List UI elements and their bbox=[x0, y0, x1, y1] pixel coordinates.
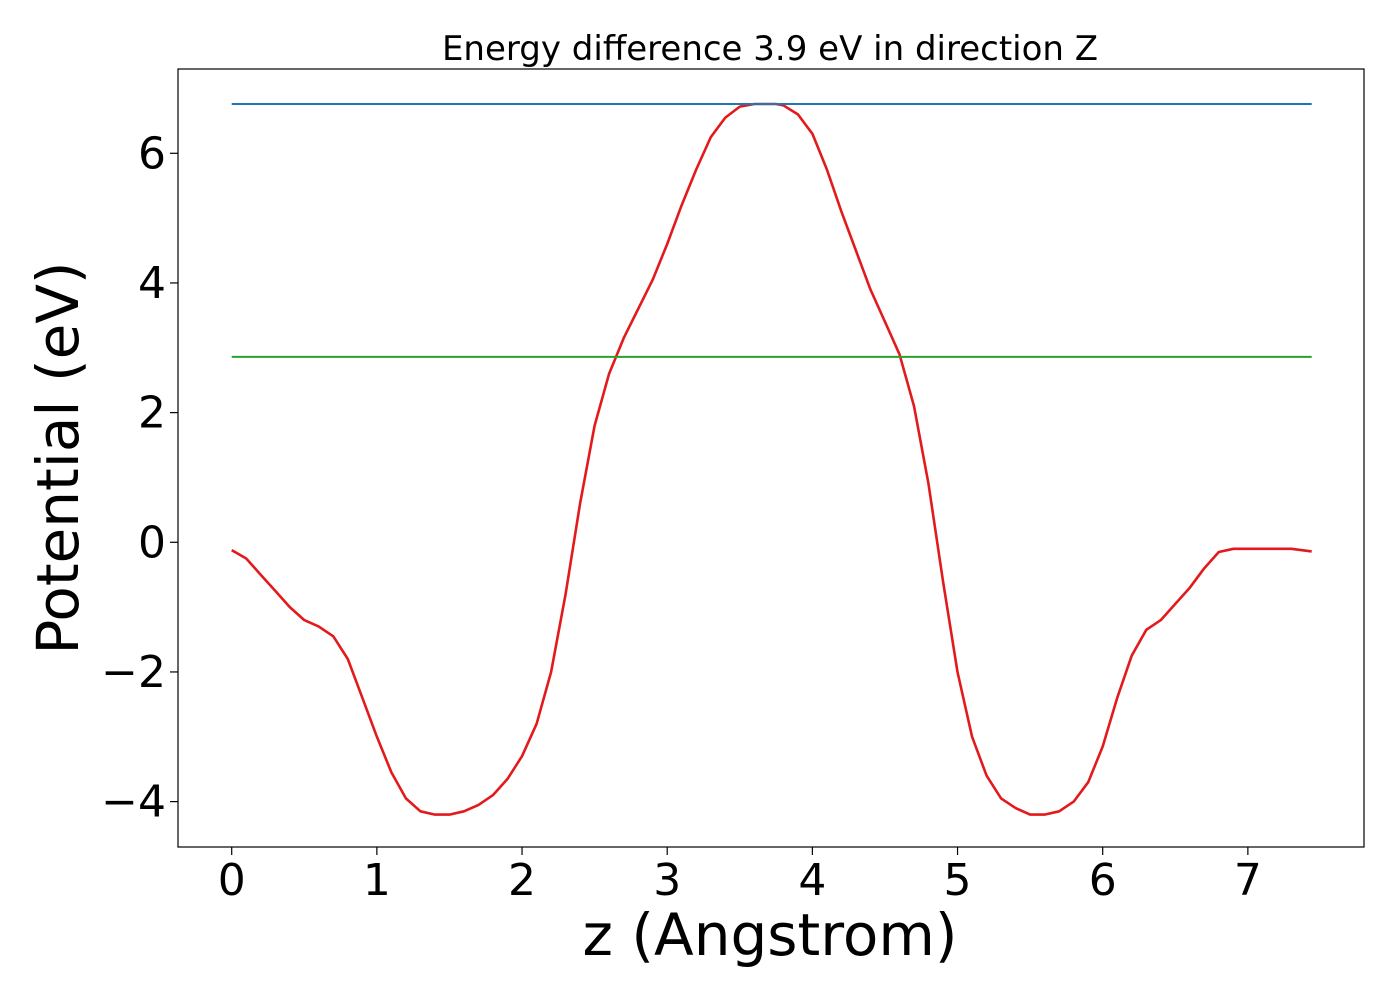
x-tick-label: 7 bbox=[1234, 855, 1262, 906]
series-line-potential bbox=[231, 102, 1312, 816]
plot-frame bbox=[177, 68, 1365, 848]
x-tick-label: 3 bbox=[653, 855, 681, 906]
y-tick-label: 0 bbox=[138, 517, 166, 568]
x-tick-label: 6 bbox=[1089, 855, 1117, 906]
y-tick-label: 2 bbox=[138, 388, 166, 439]
y-tick-label: 6 bbox=[138, 128, 166, 179]
y-axis: −4 −2 0 2 4 6 bbox=[101, 128, 178, 828]
chart-title: Energy difference 3.9 eV in direction Z bbox=[442, 29, 1098, 69]
x-axis: 0 1 2 3 4 5 6 7 bbox=[218, 847, 1262, 906]
plot-area bbox=[231, 102, 1312, 816]
x-tick-label: 1 bbox=[363, 855, 391, 906]
x-tick-label: 2 bbox=[508, 855, 536, 906]
x-tick-label: 0 bbox=[218, 855, 246, 906]
x-tick-label: 4 bbox=[798, 855, 826, 906]
y-tick-label: −4 bbox=[101, 777, 166, 828]
y-tick-label: −2 bbox=[101, 647, 166, 698]
y-tick-label: 4 bbox=[138, 258, 166, 309]
x-axis-label: z (Angstrom) bbox=[583, 901, 958, 969]
x-tick-label: 5 bbox=[944, 855, 972, 906]
y-axis-label: Potential (eV) bbox=[24, 261, 92, 654]
